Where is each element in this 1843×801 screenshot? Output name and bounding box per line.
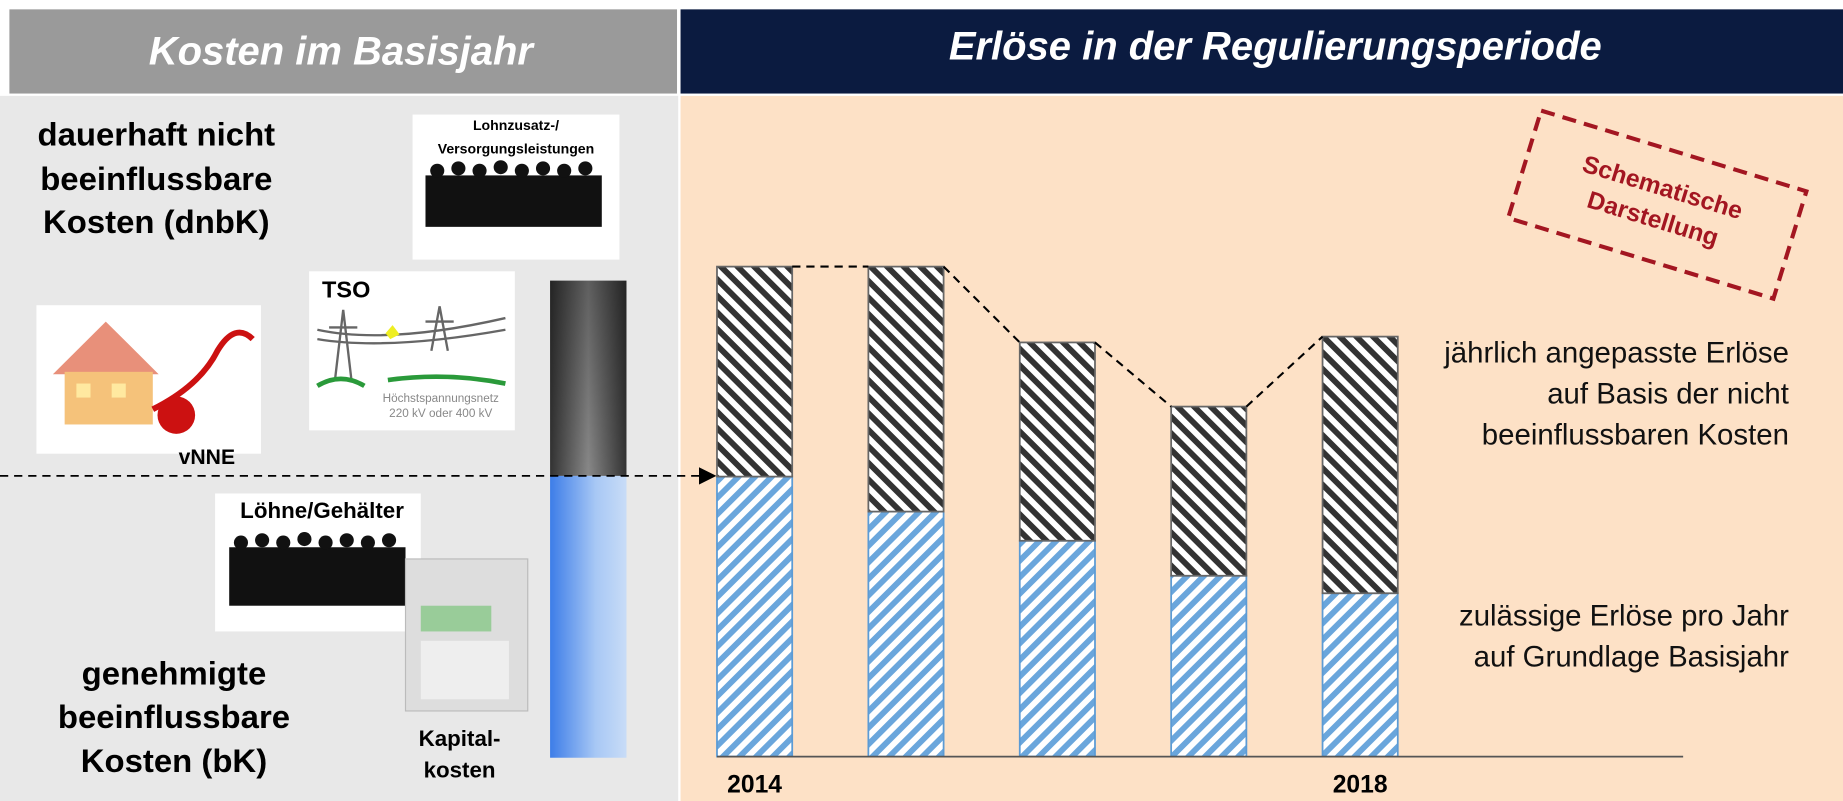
wages-image: Löhne/Gehälter: [215, 493, 421, 631]
bk-label: beeinflussbare: [58, 698, 290, 735]
legend-label: jährlich angepasste Erlöse auf Basis der…: [1436, 333, 1789, 456]
x-tick-label: 2018: [1333, 771, 1388, 798]
vnne-label: vNNE: [179, 446, 235, 469]
pensions-label: Lohnzusatz-/: [473, 117, 559, 133]
bar-segment: [1020, 342, 1095, 540]
page: { "header": {"left_title": "Kosten im Ba…: [0, 0, 1843, 801]
left-title: Kosten im Basisjahr: [149, 29, 536, 73]
dnbk-label: beeinflussbare: [40, 160, 272, 197]
bk-label: Kosten (bK): [81, 742, 267, 779]
legend-entry: zulässige Erlöse pro Jahr auf Grundlage …: [1436, 596, 1789, 736]
bar-segment: [1323, 337, 1398, 594]
pensions-image: Lohnzusatz-/ Versorgungsleistungen: [413, 115, 620, 260]
bar-segment: [868, 267, 943, 512]
bar-segment: [717, 477, 792, 757]
wages-label: Löhne/Gehälter: [240, 498, 404, 523]
tso-image: TSO Höchstspannungsnetz 220 kV oder 400 …: [309, 271, 515, 430]
dnbk-label: dauerhaft nicht: [38, 116, 276, 153]
grid-label: Höchstspannungsnetz: [383, 392, 499, 405]
x-tick-label: 2014: [727, 771, 782, 798]
bar-segment: [1323, 593, 1398, 756]
bar-segment: [1171, 407, 1246, 576]
tso-label: TSO: [322, 276, 370, 302]
bar-segment: [1020, 541, 1095, 757]
house-image: vNNE: [36, 305, 260, 469]
grid-label: 220 kV oder 400 kV: [389, 407, 492, 420]
bar-segment: [868, 512, 943, 757]
right-title: Erlöse in der Regulierungsperiode: [949, 25, 1602, 69]
dnbk-column-shade: [550, 281, 626, 476]
bar-segment: [717, 267, 792, 477]
bar-segment: [1171, 576, 1246, 757]
pensions-label: Versorgungsleistungen: [438, 140, 595, 156]
legend-entry: jährlich angepasste Erlöse auf Basis der…: [1436, 333, 1789, 508]
slide: Kosten im Basisjahr Erlöse in der Reguli…: [0, 0, 1843, 801]
legend-label: zulässige Erlöse pro Jahr auf Grundlage …: [1436, 596, 1789, 678]
bk-label: genehmigte: [82, 655, 267, 692]
dnbk-label: Kosten (dnbK): [43, 203, 270, 240]
capital-label: kosten: [424, 758, 496, 783]
bk-column: [550, 476, 626, 758]
capital-label: Kapital-: [419, 726, 501, 751]
